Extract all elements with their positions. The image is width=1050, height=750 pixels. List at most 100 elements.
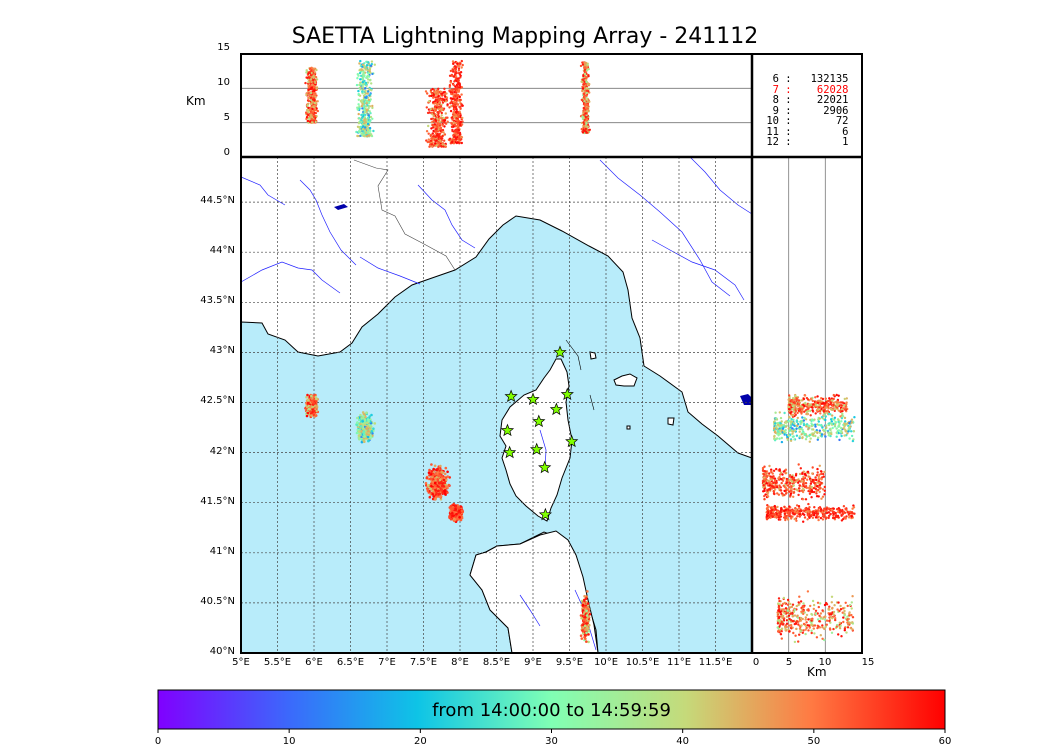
lightning-source — [848, 421, 851, 425]
lightning-source — [448, 84, 452, 87]
lightning-source — [373, 63, 376, 66]
lightning-source — [365, 102, 368, 105]
lightning-source — [367, 439, 370, 443]
lightning-source — [819, 431, 822, 435]
lightning-source — [796, 479, 799, 482]
lightning-source — [428, 140, 431, 143]
lightning-source — [305, 112, 308, 115]
lightning-source — [434, 90, 437, 94]
lightning-source — [360, 101, 363, 104]
lightning-source — [788, 415, 791, 419]
lightning-source — [811, 399, 814, 403]
lightning-source — [361, 65, 364, 69]
lightning-source — [428, 477, 432, 481]
lightning-source — [362, 424, 365, 428]
lightning-source — [831, 414, 834, 417]
lightning-source — [821, 397, 825, 401]
lightning-source — [309, 84, 312, 88]
lightning-source — [439, 495, 443, 498]
lightning-source — [781, 473, 784, 476]
lightning-source — [456, 124, 459, 128]
lightning-source — [435, 495, 438, 499]
lightning-source — [434, 118, 437, 121]
lightning-source — [839, 431, 842, 434]
lightning-source — [811, 433, 815, 436]
lightning-source — [442, 98, 446, 102]
lightning-source — [586, 602, 590, 605]
lightning-source — [367, 107, 370, 110]
lightning-source — [822, 472, 825, 476]
lightning-source — [830, 422, 833, 426]
lightning-source — [308, 117, 311, 120]
lightning-source — [811, 478, 814, 482]
lightning-source — [580, 637, 584, 640]
lightning-source — [459, 71, 463, 74]
lightning-source — [831, 405, 834, 408]
lightning-source — [584, 130, 587, 133]
lightning-source — [763, 476, 766, 479]
lightning-source — [427, 100, 431, 103]
lightning-source — [459, 138, 462, 142]
lightning-source — [786, 479, 789, 482]
lightning-source — [442, 131, 445, 134]
lightning-source — [314, 111, 317, 115]
station-marker — [500, 423, 515, 437]
lightning-source — [457, 129, 461, 132]
lightning-source — [763, 494, 766, 498]
lightning-source — [308, 120, 312, 123]
lightning-source — [802, 419, 806, 422]
lightning-source — [444, 478, 448, 482]
lightning-source — [372, 427, 375, 431]
lightning-source — [311, 405, 314, 409]
lightning-source — [433, 486, 437, 490]
lightning-source — [366, 130, 370, 134]
lightning-source — [431, 123, 434, 127]
lightning-source — [453, 107, 456, 111]
lightning-source — [369, 425, 373, 428]
lightning-source — [428, 495, 432, 499]
lightning-source — [369, 64, 373, 68]
lightning-source — [801, 487, 805, 491]
lightning-source — [454, 85, 457, 88]
lightning-source — [584, 628, 588, 631]
lightning-source — [367, 90, 370, 93]
lightning-source — [367, 74, 370, 78]
lightning-source — [461, 116, 464, 120]
lightning-source — [460, 93, 463, 96]
lightning-source — [451, 60, 455, 63]
lightning-source — [316, 109, 319, 113]
lightning-source — [845, 401, 848, 404]
lightning-source — [362, 439, 366, 443]
lightning-source — [438, 492, 442, 496]
lightning-source — [448, 89, 451, 92]
lightning-source — [440, 129, 444, 132]
lightning-source — [461, 63, 464, 67]
lightning-source — [356, 108, 359, 111]
lightning-source — [459, 62, 462, 65]
lightning-source — [795, 419, 799, 422]
lightning-source — [814, 476, 817, 479]
lightning-source — [458, 133, 461, 136]
lightning-source — [820, 481, 823, 485]
lightning-source — [358, 437, 361, 441]
lightning-source — [824, 429, 827, 432]
lightning-source — [430, 137, 434, 140]
lightning-source — [359, 88, 362, 91]
lightning-source — [806, 398, 810, 401]
lightning-source — [356, 134, 359, 138]
lightning-source — [307, 81, 310, 84]
lightning-source — [460, 103, 463, 106]
lightning-source — [823, 414, 826, 417]
lightning-source — [585, 631, 588, 635]
lightning-source — [454, 69, 457, 73]
lightning-source — [793, 438, 796, 441]
lightning-source — [584, 110, 587, 113]
lightning-source — [311, 107, 314, 111]
lightning-source — [834, 421, 838, 424]
lightning-source — [773, 434, 776, 438]
lightning-source — [315, 397, 318, 401]
lightning-source — [367, 98, 371, 102]
lightning-source — [584, 127, 588, 131]
lightning-source — [788, 481, 792, 485]
lightning-source — [583, 594, 586, 598]
